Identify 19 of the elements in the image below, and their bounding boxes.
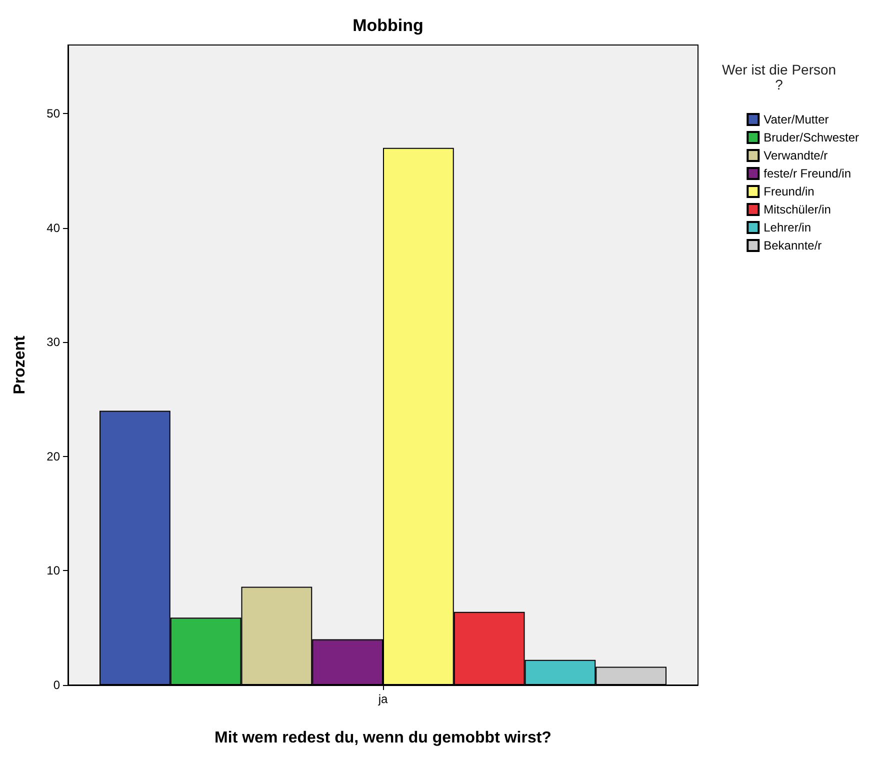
y-tick-label: 10 — [46, 564, 60, 578]
x-axis-title: Mit wem redest du, wenn du gemobbt wirst? — [214, 730, 552, 746]
y-tick-label: 0 — [53, 678, 60, 692]
legend-label: Mitschüler/in — [764, 202, 831, 216]
legend-label: Lehrer/in — [764, 220, 811, 234]
legend-label: Bruder/Schwester — [764, 130, 860, 144]
y-axis-title: Prozent — [12, 334, 28, 394]
chart-title: Mobbing — [352, 16, 424, 35]
legend-title: Wer ist die Person? — [722, 62, 836, 92]
legend-label: Bekannte/r — [764, 238, 822, 252]
y-tick-label: 40 — [46, 220, 60, 235]
legend-label: Verwandte/r — [764, 148, 828, 162]
legend-label: Freund/in — [764, 184, 814, 198]
legend-label: Vater/Mutter — [764, 112, 829, 126]
legend-label: feste/r Freund/in — [764, 166, 851, 180]
x-tick-label: ja — [377, 692, 388, 706]
y-tick-label: 50 — [46, 106, 60, 121]
y-tick-label: 20 — [46, 449, 60, 464]
y-tick-label: 30 — [46, 335, 60, 350]
